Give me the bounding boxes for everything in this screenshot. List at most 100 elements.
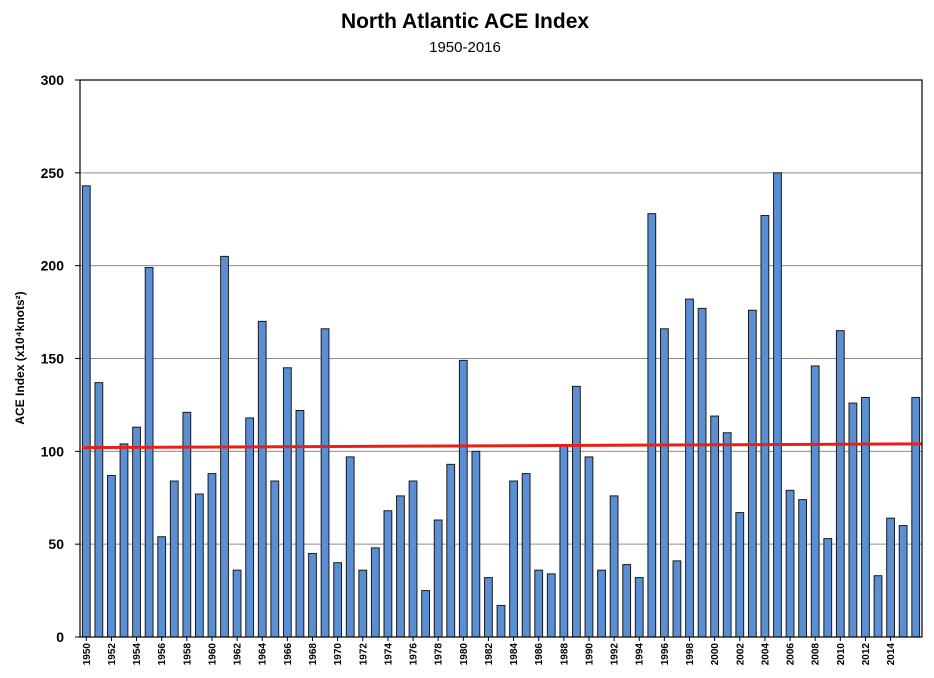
x-tick-label: 2002 [735, 643, 746, 666]
x-tick-label: 1974 [383, 643, 394, 666]
bar-1976 [408, 480, 418, 638]
bar-1978 [433, 519, 443, 638]
bar-1951 [94, 382, 104, 638]
x-tick-label: 1980 [459, 643, 470, 666]
bar-1996 [659, 328, 669, 638]
x-tick-label: 1968 [308, 643, 319, 666]
bar-1974 [383, 510, 393, 638]
bar-1960 [207, 473, 217, 638]
trend-line [81, 442, 923, 450]
bar-1981 [471, 450, 481, 638]
bar-1950 [81, 185, 91, 638]
bar-2004 [760, 215, 770, 638]
bar-1977 [421, 590, 430, 638]
x-tick-label: 1994 [635, 643, 646, 666]
bar-1963 [245, 417, 255, 638]
bar-1982 [484, 577, 493, 638]
bar-1992 [609, 495, 619, 638]
x-tick-label: 1988 [559, 643, 570, 666]
bar-1979 [446, 463, 456, 638]
x-tick-label: 1956 [157, 643, 168, 666]
x-tick-label: 2014 [886, 643, 897, 666]
gridlines [80, 79, 922, 545]
bar-1995 [647, 213, 657, 638]
bar-2011 [848, 402, 858, 638]
bar-1970 [333, 562, 343, 638]
bar-1994 [634, 577, 644, 638]
bar-1964 [257, 320, 267, 638]
chart-subtitle: 1950-2016 [429, 39, 501, 56]
bar-2000 [710, 415, 720, 638]
bar-1953 [119, 443, 129, 638]
bar-2007 [798, 499, 808, 638]
bar-1983 [496, 604, 506, 638]
bar-1991 [597, 569, 606, 638]
x-tick-label: 1984 [509, 643, 520, 666]
y-tick-label: 250 [41, 165, 65, 181]
trend-line-group [81, 442, 923, 450]
x-tick-label: 1972 [358, 643, 369, 666]
bar-2009 [823, 538, 833, 638]
bar-1968 [308, 552, 317, 638]
x-tick-label: 2004 [760, 643, 771, 666]
bar-1965 [270, 480, 280, 638]
bar-2013 [873, 575, 883, 638]
x-tick-label: 1990 [584, 643, 595, 666]
x-tick-label: 2006 [786, 643, 797, 666]
x-tick-label: 1966 [283, 643, 294, 666]
x-tick-label: 1950 [82, 643, 93, 666]
bar-1973 [370, 547, 380, 638]
bar-series [81, 172, 921, 638]
bar-1955 [144, 267, 154, 638]
bar-2012 [861, 396, 870, 638]
bar-1975 [396, 495, 405, 638]
bar-1957 [169, 480, 179, 638]
x-tick-label: 1960 [207, 643, 218, 666]
bar-1990 [584, 456, 594, 638]
bar-1998 [685, 298, 694, 638]
bar-1967 [295, 409, 305, 638]
x-tick-label: 1982 [484, 643, 495, 666]
bar-1954 [132, 426, 141, 638]
x-tick-label: 1962 [233, 643, 244, 666]
y-tick-label: 150 [41, 351, 65, 367]
y-tick-label: 50 [48, 536, 64, 552]
bar-2001 [722, 432, 732, 638]
x-tick-label: 1952 [107, 643, 118, 666]
y-tick-label: 0 [56, 629, 64, 645]
bar-1986 [534, 569, 544, 638]
bar-2008 [810, 365, 820, 638]
x-tick-label: 1954 [132, 643, 143, 666]
bar-1999 [697, 307, 707, 638]
bar-1989 [572, 385, 581, 638]
bar-2003 [747, 309, 757, 638]
bar-2016 [911, 396, 921, 638]
x-tick-label: 1958 [182, 643, 193, 666]
bar-1952 [107, 474, 116, 638]
bar-1987 [546, 573, 556, 638]
x-tick-label: 1996 [660, 643, 671, 666]
chart-title: North Atlantic ACE Index [341, 10, 589, 33]
bar-2010 [835, 330, 845, 638]
bar-1962 [232, 569, 242, 638]
bar-1969 [320, 328, 330, 638]
y-tick-label: 200 [41, 258, 65, 274]
bar-1972 [358, 569, 368, 638]
bar-2006 [785, 489, 795, 638]
x-tick-label: 1976 [409, 643, 420, 666]
bar-1993 [622, 564, 632, 638]
x-tick-label: 1970 [333, 643, 344, 666]
bar-2014 [886, 517, 895, 638]
x-tick-label: 1978 [434, 643, 445, 666]
bar-2005 [773, 172, 782, 638]
x-tick-label: 2008 [811, 643, 822, 666]
x-tick-label: 2010 [836, 643, 847, 666]
bar-1956 [157, 536, 167, 638]
x-tick-labels: 1950 1952 1954 1956 1958 1960 1962 1964 1966 1968… [82, 637, 897, 665]
bar-1959 [194, 493, 204, 638]
bar-1984 [509, 480, 518, 638]
bar-1997 [672, 560, 682, 638]
bar-2015 [898, 525, 908, 638]
x-tick-label: 1964 [258, 643, 269, 666]
